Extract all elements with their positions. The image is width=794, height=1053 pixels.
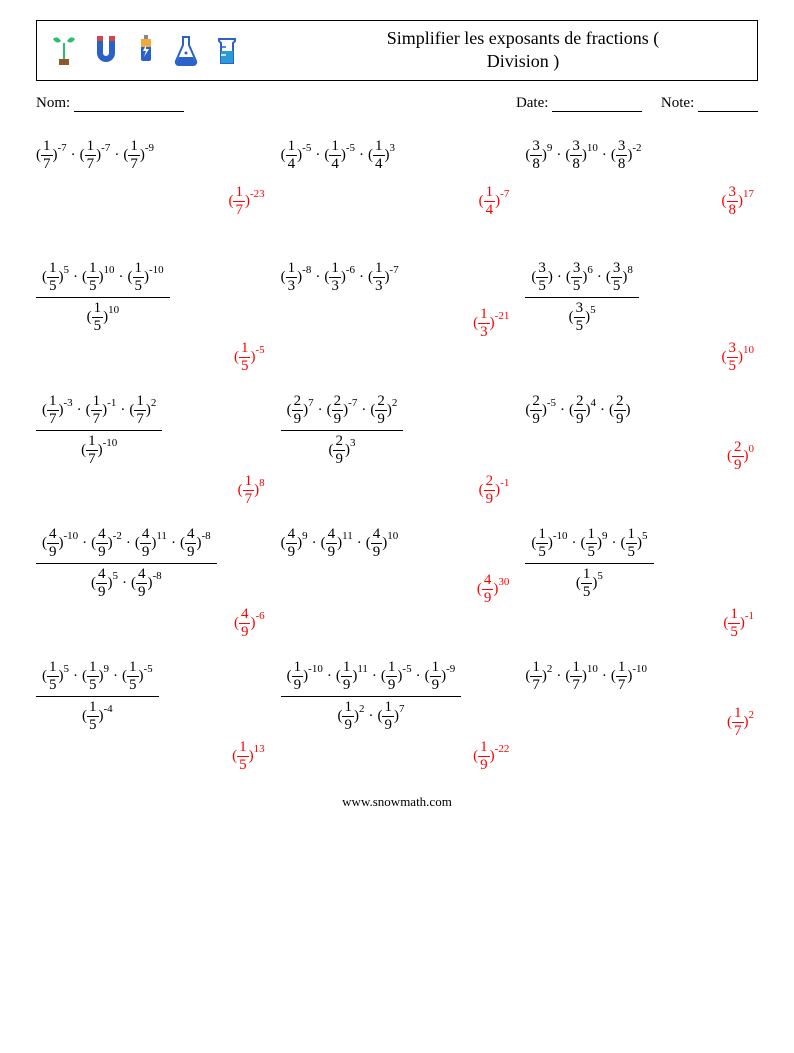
problem-cell: (15)5·(15)9·(15)-5(15)-4(15)13 [36, 659, 269, 734]
problem-cell: (17)-3·(17)-1·(17)2(17)-10(17)8 [36, 393, 269, 468]
header-box: Simplifier les exposants de fractions ( … [36, 20, 758, 81]
problem-answer: (17)-23 [228, 184, 264, 219]
problem-cell: (19)-10·(19)11·(19)-5·(19)-9(19)2·(19)7(… [281, 659, 514, 734]
problem-expression: (17)-7·(17)-7·(17)-9 [36, 138, 269, 173]
name-line [74, 98, 184, 112]
problem-expression: (13)-8·(13)-6·(13)-7 [281, 260, 514, 295]
problem-cell: (29)-5·(29)4·(29)(29)0 [525, 393, 758, 468]
date-label: Date: [516, 95, 548, 111]
problem-answer: (49)30 [477, 572, 510, 607]
problem-cell: (14)-5·(14)-5·(14)3(14)-7 [281, 138, 514, 202]
problem-cell: (49)9·(49)11·(49)10(49)30 [281, 526, 514, 601]
title-line1: Simplifier les exposants de fractions ( [387, 28, 659, 48]
plant-icon [49, 33, 79, 67]
problem-expression: (15)5·(15)10·(15)-10(15)10 [36, 260, 269, 335]
problem-answer: (17)2 [727, 705, 754, 740]
worksheet-page: Simplifier les exposants de fractions ( … [0, 0, 794, 834]
grade-label: Note: [661, 95, 694, 111]
problem-answer: (13)-21 [473, 306, 509, 341]
problem-expression: (19)-10·(19)11·(19)-5·(19)-9(19)2·(19)7 [281, 659, 514, 734]
beaker-icon [213, 33, 241, 67]
name-field: Nom: [36, 95, 184, 112]
meta-row: Nom: Date: Note: [36, 95, 758, 112]
problem-answer: (15)-5 [234, 340, 265, 375]
problem-expression: (17)2·(17)10·(17)-10 [525, 659, 758, 694]
problem-cell: (17)-7·(17)-7·(17)-9(17)-23 [36, 138, 269, 202]
problem-answer: (29)-1 [479, 473, 510, 508]
problem-expression: (35)·(35)6·(35)8(35)5 [525, 260, 758, 335]
problem-cell: (49)-10·(49)-2·(49)11·(49)-8(49)5·(49)-8… [36, 526, 269, 601]
right-fields: Date: Note: [516, 95, 758, 112]
grade-line [698, 98, 758, 112]
name-label: Nom: [36, 95, 70, 111]
problem-expression: (49)-10·(49)-2·(49)11·(49)-8(49)5·(49)-8 [36, 526, 269, 601]
problem-expression: (17)-3·(17)-1·(17)2(17)-10 [36, 393, 269, 468]
problem-answer: (38)17 [722, 184, 755, 219]
title-line2: Division ) [487, 51, 560, 71]
problem-cell: (15)5·(15)10·(15)-10(15)10(15)-5 [36, 260, 269, 335]
problem-answer: (35)10 [722, 340, 755, 375]
footer: www.snowmath.com [36, 794, 758, 810]
problem-expression: (49)9·(49)11·(49)10 [281, 526, 514, 561]
problem-expression: (14)-5·(14)-5·(14)3 [281, 138, 514, 173]
problem-cell: (15)-10·(15)9·(15)5(15)5(15)-1 [525, 526, 758, 601]
problem-expression: (29)7·(29)-7·(29)2(29)3 [281, 393, 514, 468]
problem-expression: (15)5·(15)9·(15)-5(15)-4 [36, 659, 269, 734]
problem-answer: (17)8 [238, 473, 265, 508]
problem-cell: (29)7·(29)-7·(29)2(29)3(29)-1 [281, 393, 514, 468]
date-line [552, 98, 642, 112]
flask-icon [171, 33, 201, 67]
problem-expression: (29)-5·(29)4·(29) [525, 393, 758, 428]
problem-answer: (19)-22 [473, 739, 509, 774]
problem-grid: (17)-7·(17)-7·(17)-9(17)-23(14)-5·(14)-5… [36, 138, 758, 734]
problem-answer: (14)-7 [479, 184, 510, 219]
problem-cell: (17)2·(17)10·(17)-10(17)2 [525, 659, 758, 734]
page-title: Simplifier les exposants de fractions ( … [241, 27, 745, 74]
problem-answer: (49)-6 [234, 606, 265, 641]
icon-row [49, 33, 241, 67]
problem-cell: (13)-8·(13)-6·(13)-7(13)-21 [281, 260, 514, 335]
problem-expression: (15)-10·(15)9·(15)5(15)5 [525, 526, 758, 601]
magnet-icon [91, 33, 121, 67]
problem-expression: (38)9·(38)10·(38)-2 [525, 138, 758, 173]
problem-answer: (29)0 [727, 439, 754, 474]
battery-icon [133, 33, 159, 67]
problem-answer: (15)-1 [723, 606, 754, 641]
problem-cell: (35)·(35)6·(35)8(35)5(35)10 [525, 260, 758, 335]
problem-answer: (15)13 [232, 739, 265, 774]
problem-cell: (38)9·(38)10·(38)-2(38)17 [525, 138, 758, 202]
